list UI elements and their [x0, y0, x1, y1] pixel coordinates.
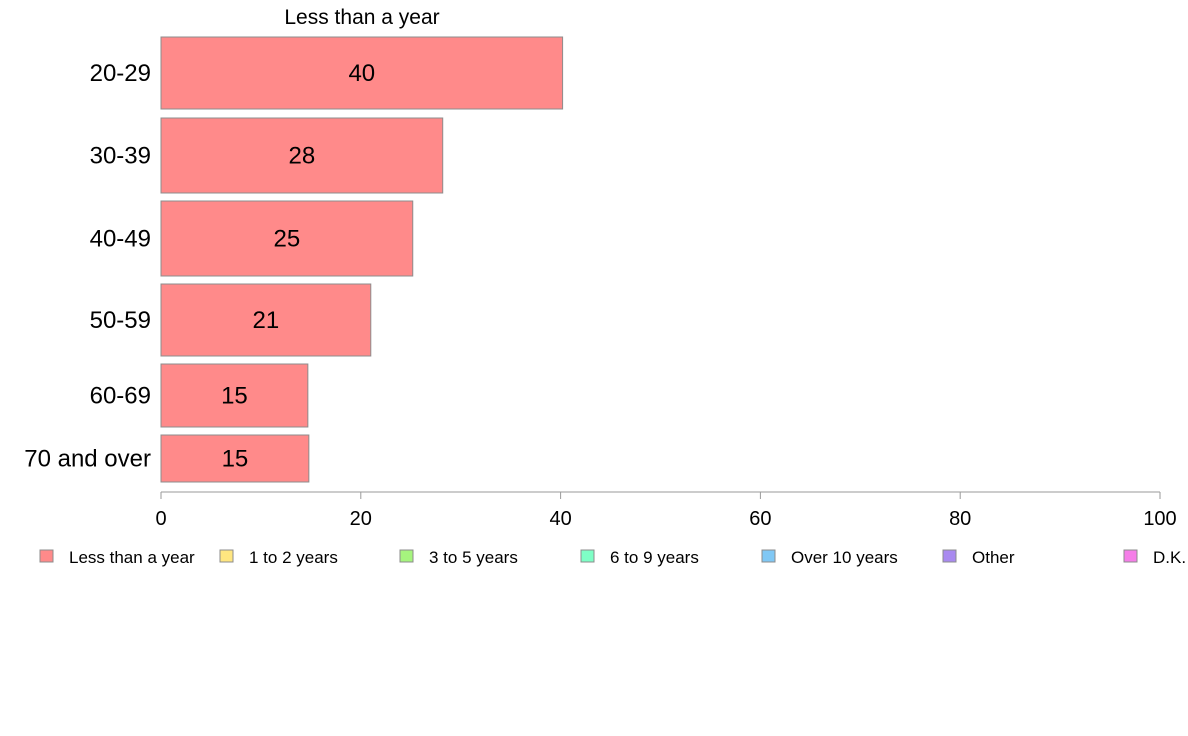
- category-label: 40-49: [90, 226, 151, 253]
- bar-70-and-over: [160, 434, 310, 483]
- legend: Less than a year 1 to 2 years 3 to 5 years…: [39, 548, 1186, 567]
- legend-label: Other: [972, 548, 1015, 567]
- legend-label: 6 to 9 years: [610, 548, 699, 567]
- legend-swatch: [580, 549, 595, 563]
- bar-50-59: [160, 283, 372, 357]
- legend-label: 3 to 5 years: [429, 548, 518, 567]
- legend-swatch: [39, 549, 54, 563]
- bar-30-39: [160, 117, 444, 194]
- category-label: 60-69: [90, 383, 151, 410]
- legend-label: Over 10 years: [791, 548, 898, 567]
- legend-swatch: [219, 549, 234, 563]
- bar-value-label: 40: [348, 60, 375, 87]
- bar-value-label: 15: [221, 383, 248, 410]
- x-tick-label: 60: [749, 508, 771, 530]
- bar-60-69: [160, 363, 309, 428]
- category-labels: 20-29 30-39 40-49 50-59 60-69 70 and over: [24, 60, 151, 473]
- legend-label: 1 to 2 years: [249, 548, 338, 567]
- legend-swatch: [399, 549, 414, 563]
- category-label: 20-29: [90, 60, 151, 87]
- x-tick-label: 80: [949, 508, 971, 530]
- bar-20-29: [160, 36, 564, 110]
- legend-swatch: [761, 549, 776, 563]
- bar-value-labels: 40 28 25 21 15 15: [221, 60, 375, 473]
- x-axis: 0 20 40 60 80 100: [155, 491, 1177, 530]
- x-tick-label: 20: [350, 508, 372, 530]
- legend-label: D.K.: [1153, 548, 1186, 567]
- bar-value-label: 28: [289, 143, 316, 170]
- category-label: 70 and over: [24, 446, 151, 473]
- x-tick-label: 100: [1143, 508, 1176, 530]
- legend-label: Less than a year: [69, 548, 195, 567]
- bar-value-label: 21: [253, 307, 280, 334]
- category-label: 30-39: [90, 143, 151, 170]
- bar-value-label: 15: [222, 446, 249, 473]
- x-tick-label: 40: [549, 508, 571, 530]
- bar-value-label: 25: [274, 226, 301, 253]
- legend-swatch: [942, 549, 957, 563]
- legend-swatch: [1123, 549, 1138, 563]
- bar-40-49: [160, 200, 414, 277]
- category-label: 50-59: [90, 307, 151, 334]
- x-tick-label: 0: [155, 508, 166, 530]
- bars-group: [160, 36, 564, 483]
- series-title: Less than a year: [284, 6, 439, 29]
